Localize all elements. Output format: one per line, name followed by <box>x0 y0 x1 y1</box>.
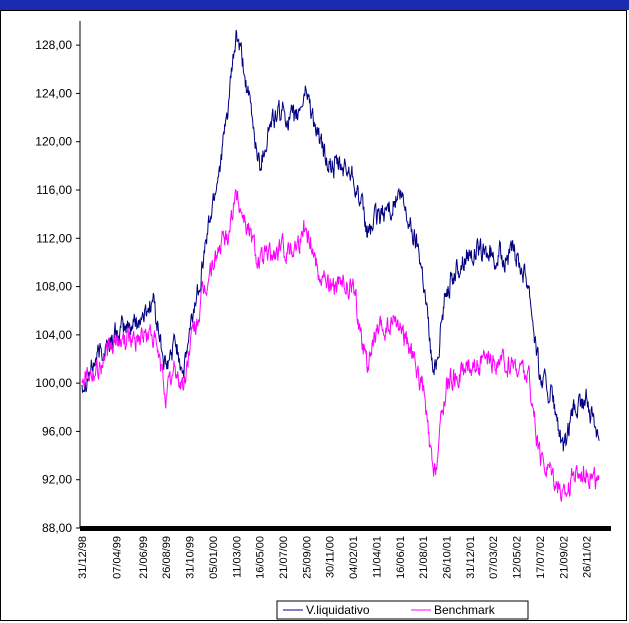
x-tick-label: 21/06/99 <box>138 536 150 579</box>
y-tick-label: 112,00 <box>36 231 72 245</box>
x-tick-label: 21/09/02 <box>558 536 570 579</box>
legend-label: Benchmark <box>434 603 496 617</box>
y-tick-label: 104,00 <box>35 328 72 342</box>
x-tick-label: 31/12/98 <box>77 536 89 579</box>
x-tick-label: 21/07/00 <box>278 536 290 579</box>
y-tick-label: 92,00 <box>42 473 72 487</box>
x-tick-label: 21/08/01 <box>418 536 430 579</box>
x-tick-label: 07/04/99 <box>111 536 123 579</box>
x-tick-label: 30/11/00 <box>325 536 337 578</box>
y-tick-label: 100,00 <box>35 376 72 390</box>
y-tick-label: 124,00 <box>35 86 72 100</box>
x-tick-label: 04/02/01 <box>348 536 360 579</box>
series-line-benchmark <box>81 188 600 502</box>
x-tick-label: 12/05/02 <box>512 536 524 579</box>
x-tick-label: 11/04/01 <box>371 536 383 578</box>
x-tick-label: 26/11/02 <box>582 536 594 578</box>
header-bar <box>0 0 629 10</box>
x-tick-label: 25/09/00 <box>301 536 313 579</box>
y-tick-label: 88,00 <box>42 521 72 535</box>
legend-box <box>276 600 529 620</box>
x-tick-label: 07/03/02 <box>488 536 500 579</box>
x-tick-label: 17/07/02 <box>535 536 547 579</box>
legend-label: V.liquidativo <box>306 603 370 617</box>
x-tick-label: 05/01/00 <box>208 536 220 579</box>
series-line-v-liquidativo <box>81 29 600 452</box>
y-tick-label: 128,00 <box>35 38 72 52</box>
x-tick-label: 16/06/01 <box>395 536 407 579</box>
y-tick-label: 108,00 <box>35 280 72 294</box>
y-tick-label: 96,00 <box>42 424 72 438</box>
line-chart: 88,00 92,00 96,00 100,00 104,00 108,00 112,00 1… <box>35 21 611 620</box>
y-tick-label: 116,00 <box>36 183 72 197</box>
x-tick-label: 16/05/00 <box>255 536 267 579</box>
x-tick-label: 11/03/00 <box>231 536 243 578</box>
x-axis <box>80 526 611 531</box>
x-tick-label: 31/12/01 <box>465 536 477 579</box>
x-tick-label: 26/10/01 <box>441 536 453 579</box>
y-tick-label: 120,00 <box>35 135 72 149</box>
x-tick-label: 31/10/99 <box>185 536 197 579</box>
chart-frame: 88,00 92,00 96,00 100,00 104,00 108,00 112,00 1… <box>0 10 627 621</box>
x-tick-label: 26/08/99 <box>161 536 173 579</box>
